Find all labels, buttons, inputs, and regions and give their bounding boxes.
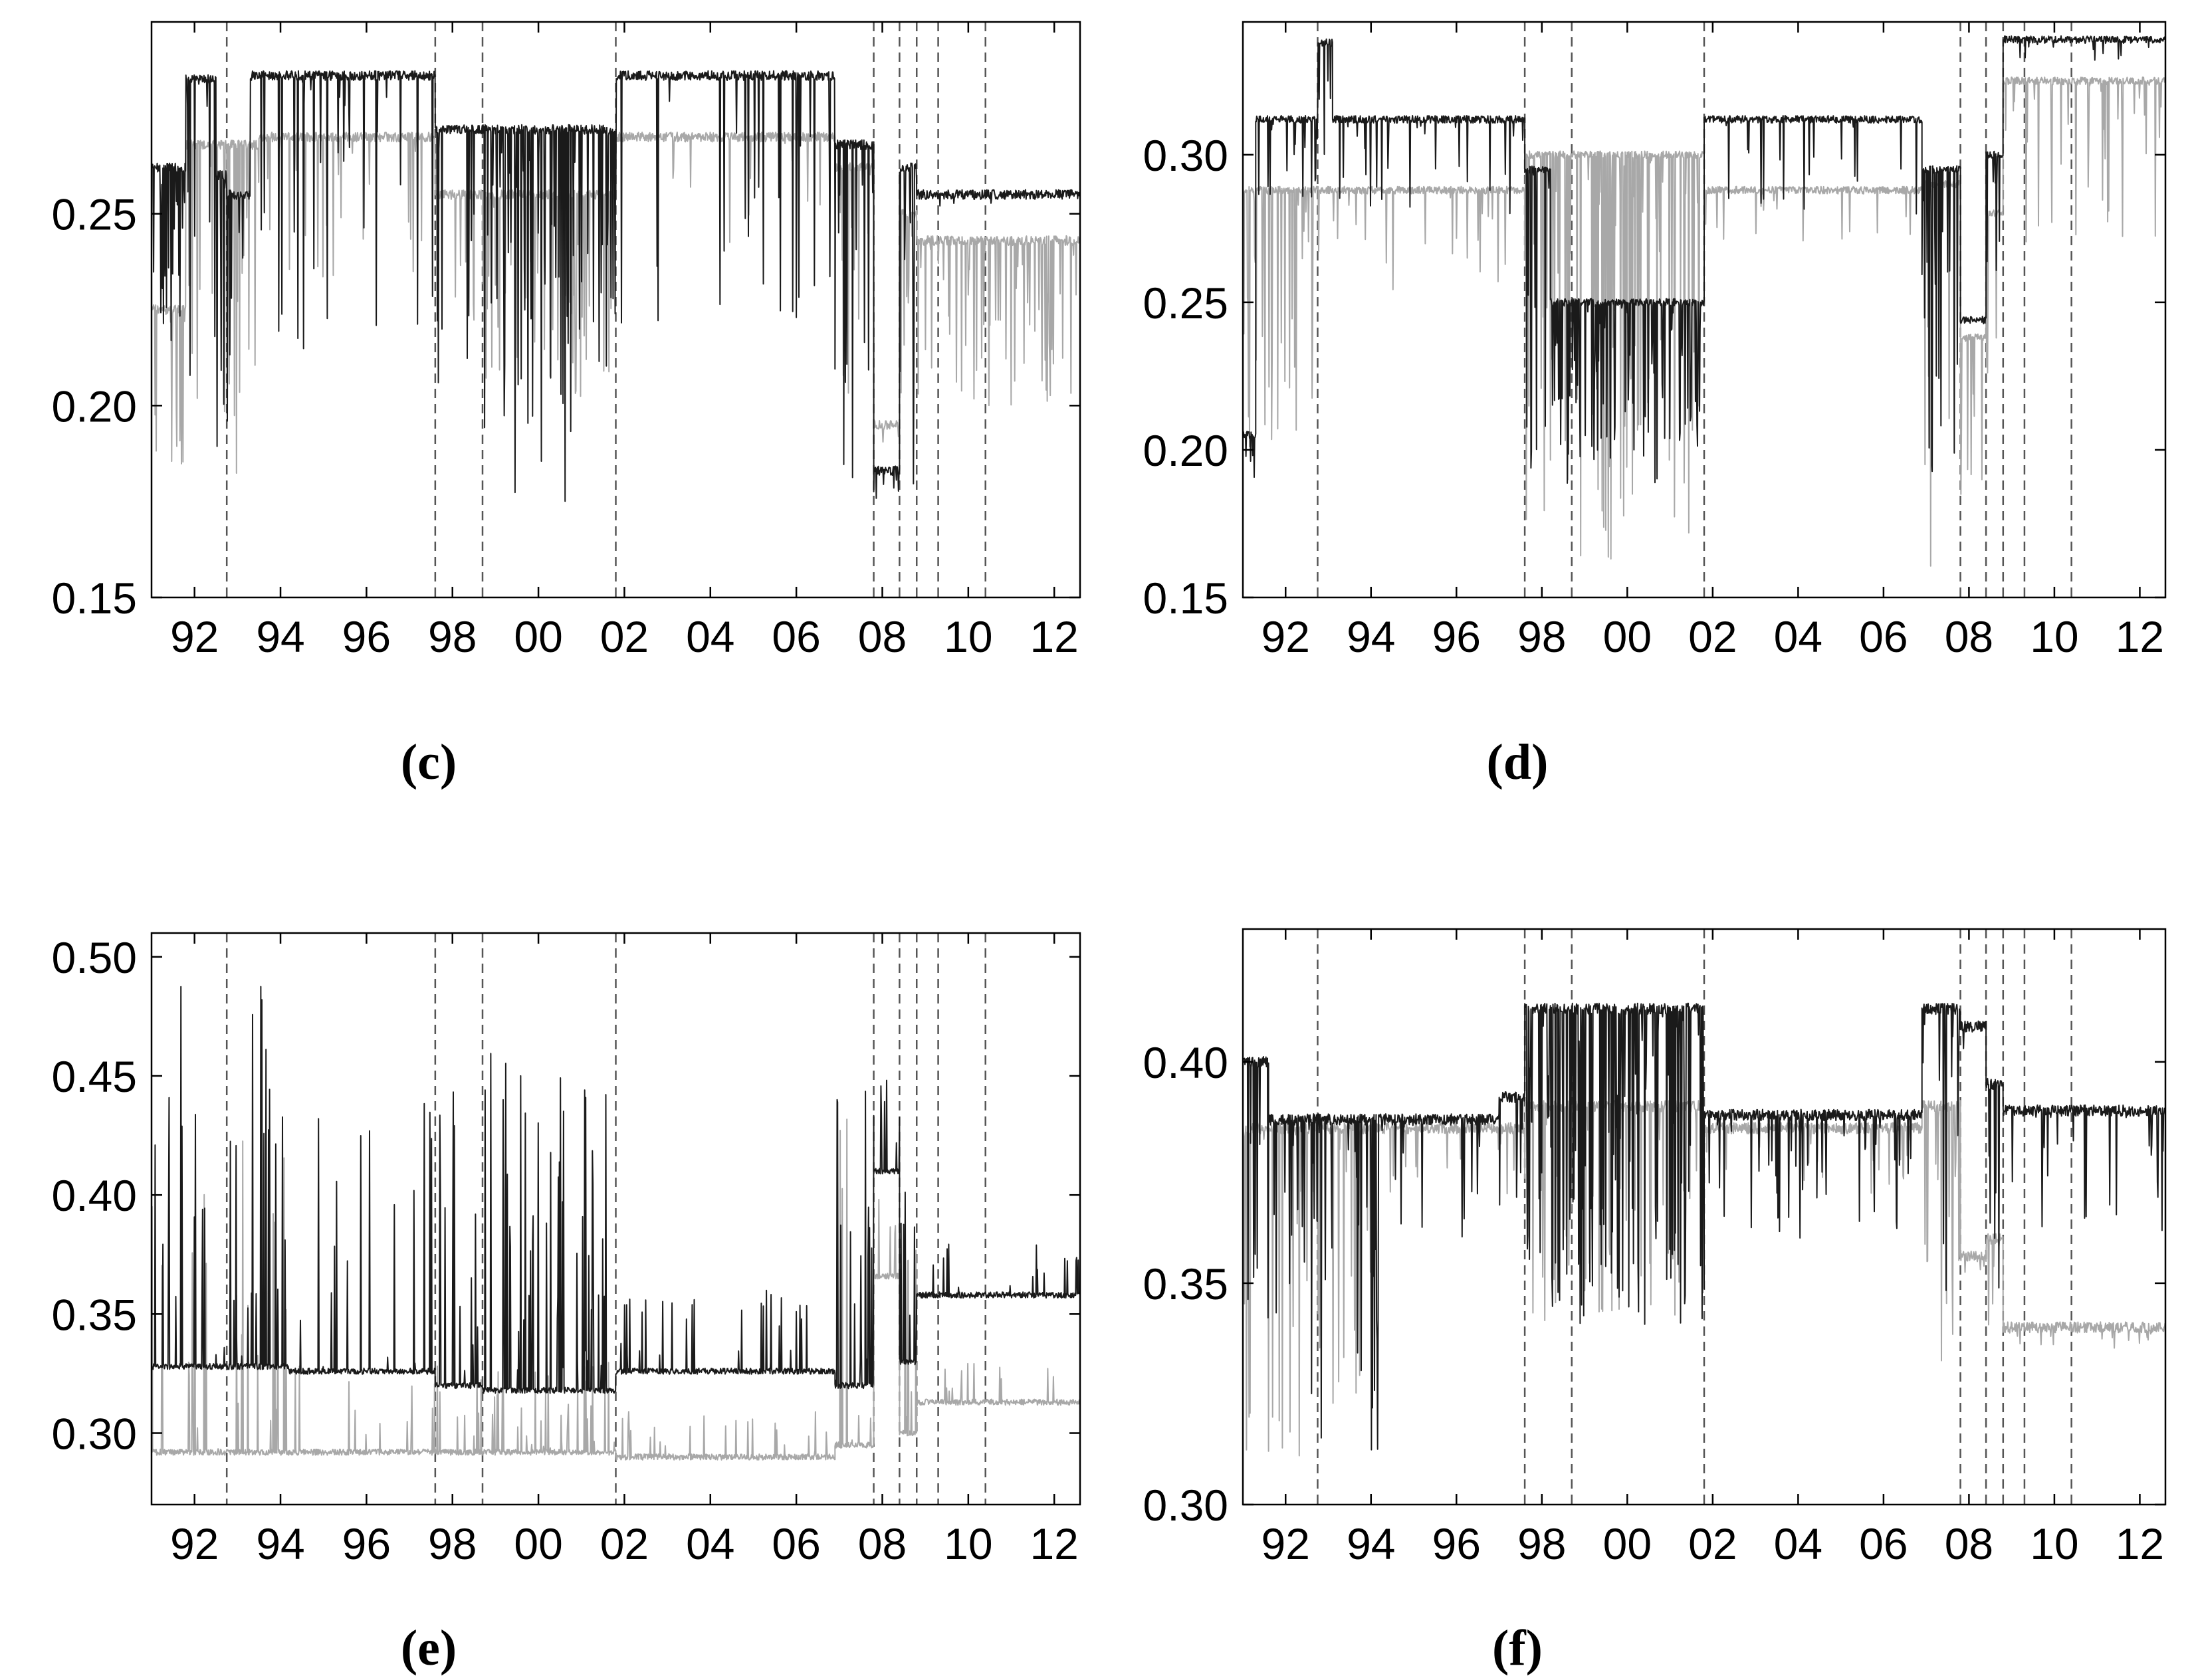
panel-d-x-tick-label-5: 02 (1688, 612, 1737, 661)
panel-c-frame (150, 21, 1081, 599)
panel-d: 0.150.200.250.30 92 94 96 98 00 02 04 06 08 10 12 … (1143, 21, 2167, 790)
panel-c-x-tick-label-6: 04 (686, 612, 734, 661)
panel-c: 0.15 0.20 0.25 92 94 96 98 00 02 04 06 08 10 12 (c) (52, 21, 1081, 790)
panel-f-y-tick-label-1: 0.35 (1143, 1259, 1228, 1309)
panel-c-series-dark-line (152, 70, 1080, 502)
panel-f: 0.30 0.35 0.40 92 94 96 98 00 02 04 06 08 10 12 (f) (1143, 928, 2167, 1676)
panel-e-x-tick-label-1: 94 (256, 1519, 304, 1568)
panel-d-x-tick-label-10: 12 (2116, 612, 2164, 661)
panel-f-x-tick-label-2: 96 (1432, 1519, 1481, 1568)
panel-e-x-tick-label-10: 12 (1030, 1519, 1078, 1568)
panel-d-y-axis: 0.15 0.20 0.25 0.30 (1143, 131, 2165, 623)
panel-e: 0.30 0.35 0.40 0.45 0.50 92 94 96 98 00 02 04 06 08 1… (52, 932, 1081, 1676)
panel-c-y-tick-label-0: 0.15 (52, 574, 137, 623)
panel-e-label: (e) (401, 1620, 457, 1676)
panel-f-x-tick-label-3: 98 (1517, 1519, 1566, 1568)
panel-c-x-axis: 92 94 96 98 00 02 04 06 08 10 12 (170, 22, 1079, 661)
panel-c-x-tick-label-3: 98 (428, 612, 477, 661)
panel-f-x-tick-label-7: 06 (1859, 1519, 1908, 1568)
panel-c-x-tick-label-0: 92 (170, 612, 219, 661)
panel-d-y-tick-label-3: 0.30 (1143, 131, 1228, 180)
panel-f-x-tick-label-4: 00 (1603, 1519, 1652, 1568)
panel-c-y-axis: 0.15 0.20 0.25 (52, 190, 1080, 623)
panel-d-x-tick-label-7: 06 (1859, 612, 1908, 661)
panel-e-y-tick-label-4: 0.50 (52, 933, 137, 982)
panel-c-y-tick-label-1: 0.20 (52, 381, 137, 431)
panel-d-x-tick-label-3: 98 (1517, 612, 1566, 661)
panel-c-x-tick-label-1: 94 (256, 612, 304, 661)
panel-e-x-tick-label-6: 04 (686, 1519, 734, 1568)
panel-f-series-dark-line (1243, 1002, 2165, 1451)
panel-d-x-tick-label-1: 94 (1347, 612, 1395, 661)
panel-e-x-tick-label-2: 96 (342, 1519, 391, 1568)
panel-d-x-tick-label-9: 10 (2030, 612, 2078, 661)
panel-d-x-tick-label-6: 04 (1774, 612, 1822, 661)
panel-d-frame (1242, 21, 2167, 599)
panel-e-series-light-line (152, 1118, 1080, 1461)
panel-d-x-tick-label-2: 96 (1432, 612, 1481, 661)
panel-f-label: (f) (1492, 1620, 1543, 1676)
panel-f-x-tick-label-0: 92 (1262, 1519, 1310, 1568)
panel-f-x-axis: 92 94 96 98 00 02 04 06 08 10 12 (1262, 929, 2164, 1568)
panel-e-x-tick-label-7: 06 (772, 1519, 820, 1568)
panel-e-x-tick-label-5: 02 (600, 1519, 649, 1568)
panel-f-y-axis: 0.30 0.35 0.40 (1143, 1038, 2165, 1530)
panel-e-series (152, 986, 1080, 1461)
panel-c-x-tick-label-4: 00 (514, 612, 562, 661)
panel-d-x-axis: 92 94 96 98 00 02 04 06 08 10 12 (1262, 22, 2164, 661)
panel-f-series (1243, 1002, 2165, 1457)
panel-f-x-tick-label-1: 94 (1347, 1519, 1395, 1568)
panel-f-x-tick-label-5: 02 (1688, 1519, 1737, 1568)
panel-f-x-tick-label-9: 10 (2030, 1519, 2078, 1568)
panel-e-x-axis: 92 94 96 98 00 02 04 06 08 10 12 (170, 933, 1079, 1568)
panel-c-label: (c) (401, 734, 457, 790)
panel-e-y-tick-label-1: 0.35 (52, 1290, 137, 1339)
panel-c-x-tick-label-8: 08 (858, 612, 907, 661)
panel-d-y-tick-label-0: 0.15 (1143, 574, 1228, 623)
panel-c-x-tick-label-5: 02 (600, 612, 649, 661)
panel-e-x-tick-label-8: 08 (858, 1519, 907, 1568)
panel-e-y-tick-label-2: 0.40 (52, 1171, 137, 1220)
panel-d-series-dark-line (1243, 35, 2165, 484)
panel-f-x-tick-label-8: 08 (1945, 1519, 1993, 1568)
panel-e-x-tick-label-0: 92 (170, 1519, 219, 1568)
panel-e-x-tick-label-3: 98 (428, 1519, 477, 1568)
panel-f-frame (1242, 928, 2167, 1506)
panel-e-y-tick-label-0: 0.30 (52, 1410, 137, 1459)
panel-c-x-tick-label-2: 96 (342, 612, 391, 661)
panel-f-x-tick-label-10: 12 (2116, 1519, 2164, 1568)
panel-c-series (152, 70, 1080, 502)
panel-c-y-tick-label-2: 0.25 (52, 190, 137, 239)
panel-e-x-tick-label-9: 10 (944, 1519, 992, 1568)
panel-c-x-tick-label-7: 06 (772, 612, 820, 661)
panel-d-y-tick-label-1: 0.20 (1143, 426, 1228, 475)
panel-d-series (1243, 35, 2165, 567)
panel-c-x-tick-label-9: 10 (944, 612, 992, 661)
panel-d-label: (d) (1487, 734, 1549, 790)
panel-d-y-tick-label-2: 0.25 (1143, 278, 1228, 328)
panel-f-x-tick-label-6: 04 (1774, 1519, 1822, 1568)
panel-f-y-tick-label-2: 0.40 (1143, 1038, 1228, 1087)
panel-d-x-tick-label-4: 00 (1603, 612, 1652, 661)
panel-d-x-tick-label-8: 08 (1945, 612, 1993, 661)
panel-e-x-tick-label-4: 00 (514, 1519, 562, 1568)
panel-f-y-tick-label-0: 0.30 (1143, 1481, 1228, 1530)
panel-d-x-tick-label-0: 92 (1262, 612, 1310, 661)
panel-e-y-tick-label-3: 0.45 (52, 1052, 137, 1101)
panel-e-series-dark-line (152, 986, 1080, 1394)
panel-e-frame (150, 932, 1081, 1506)
panel-e-y-axis: 0.30 0.35 0.40 0.45 0.50 (52, 933, 1080, 1459)
panel-c-x-tick-label-10: 12 (1030, 612, 1078, 661)
